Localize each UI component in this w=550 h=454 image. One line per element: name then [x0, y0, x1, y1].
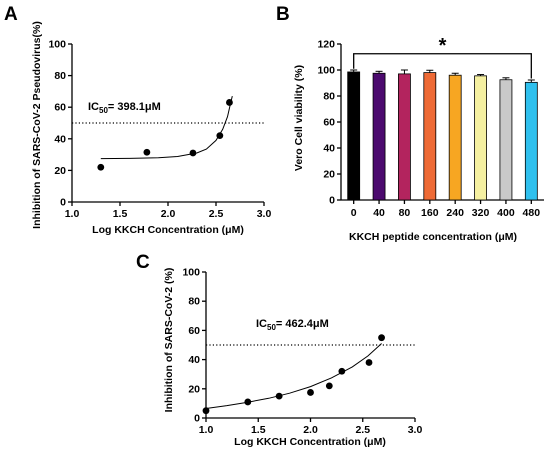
- panel-a-data-point: [226, 99, 233, 106]
- panel-b-y-tick-label: 120: [317, 39, 335, 51]
- panel-c-y-tick-label: 0: [194, 413, 200, 425]
- panel-c-data-point: [325, 382, 333, 390]
- panel-a-y-label: Inhibition of SARS-CoV-2 Pseudovirus(%): [31, 21, 43, 229]
- panel-b-bar: [524, 81, 538, 201]
- panel-b-x-tick-label: 240: [446, 207, 464, 219]
- panel-c-y-tick-label: 80: [188, 296, 200, 308]
- panel-c-x-tick-label: 1.5: [251, 424, 266, 436]
- panel-b-x-label: KKCH peptide concentration (μM): [349, 231, 517, 243]
- panel-letter-b: B: [276, 4, 290, 25]
- panel-c-x-tick-label: 2.0: [303, 424, 318, 436]
- panel-b-y-tick-label: 20: [323, 169, 335, 181]
- panel-b-y-label: Vero Cell viability (%): [293, 65, 305, 171]
- panel-c-x-tick-label: 1.0: [199, 424, 214, 436]
- panel-a-x-tick-label: 2.5: [209, 208, 224, 220]
- panel-b-bar: [347, 71, 361, 201]
- panel-b-y-tick-label: 100: [317, 65, 335, 77]
- panel-a-y-tick-label: 40: [54, 133, 66, 145]
- panel-c-y-tick-label: 60: [188, 325, 200, 337]
- panel-a-data-point: [97, 163, 105, 171]
- panel-a-ic50-text: IC: [88, 101, 99, 113]
- panel-b-significance-star: *: [439, 35, 447, 57]
- panel-c-ic50-value: = 462.4μM: [276, 318, 329, 330]
- panel-b-y-tick-label: 80: [323, 91, 335, 103]
- panel-a-x-tick-label: 1.0: [65, 208, 80, 220]
- panel-b-x-tick-label: 80: [399, 207, 411, 219]
- panel-a-chart: Inhibition of SARS-CoV-2 Pseudovirus(%) …: [31, 21, 271, 236]
- panel-a-data-point: [189, 149, 197, 157]
- panel-c-data-point: [338, 367, 346, 375]
- panel-b-significance-bracket: [353, 53, 532, 79]
- panel-c-ic50-annotation: IC50= 462.4μM: [256, 318, 329, 332]
- panel-c-chart: Inhibition of SARS-CoV-2 (%) Log KKCH Co…: [163, 267, 422, 449]
- panel-c-x-tick-label: 2.5: [355, 424, 370, 436]
- panel-c-x-tick-label: 3.0: [408, 424, 423, 436]
- panel-b-bar: [499, 79, 513, 201]
- panel-b-x-tick-label: 400: [497, 207, 515, 219]
- panel-a-y-tick-label: 80: [54, 70, 66, 82]
- panel-c-data-point: [275, 392, 283, 400]
- panel-c-data-point: [365, 359, 373, 366]
- panel-a-x-label: Log KKCH Concentration (μM): [92, 224, 244, 236]
- panel-a-data-point: [216, 132, 224, 140]
- panel-c-data-point: [244, 398, 252, 406]
- panel-c-ic50-text: IC: [256, 318, 267, 330]
- panel-b-x-tick-label: 0: [351, 207, 357, 219]
- panel-b-x-tick-label: 480: [523, 207, 541, 219]
- panel-a-y-tick-label: 20: [54, 165, 66, 177]
- panel-a-x-tick-label: 2.0: [161, 208, 176, 220]
- panel-b-bar: [398, 73, 411, 201]
- panel-b-bar: [372, 72, 386, 201]
- panel-b-x-tick-label: 160: [421, 207, 439, 219]
- panel-b-y-tick-label: 60: [323, 117, 335, 129]
- panel-a-ic50-subscript: 50: [99, 106, 108, 115]
- panel-c-data-point: [378, 334, 385, 342]
- panel-letter-c: C: [136, 252, 150, 273]
- panel-a-ic50-annotation: IC50= 398.1μM: [88, 101, 161, 115]
- panel-a-y-tick-label: 100: [48, 39, 66, 51]
- panel-a-ic50-value: = 398.1μM: [108, 101, 161, 113]
- panel-c-y-tick-label: 20: [188, 383, 200, 395]
- panel-c-y-tick-label: 100: [182, 267, 200, 279]
- panel-b-bar: [448, 74, 462, 201]
- panel-b-x-tick-label: 40: [373, 207, 385, 219]
- panel-c-data-point: [202, 407, 210, 415]
- panel-a-y-tick-label: 60: [54, 102, 66, 114]
- panel-b-bar: [423, 72, 437, 201]
- panel-a-fit-curve: [100, 95, 233, 160]
- panel-letter-a: A: [4, 4, 18, 25]
- panel-c-y-label: Inhibition of SARS-CoV-2 (%): [163, 268, 175, 413]
- panel-c-y-tick-label: 40: [188, 354, 200, 366]
- panel-b-y-tick-label: 0: [329, 195, 335, 207]
- panel-c-x-label: Log KKCH Concentration (μM): [234, 436, 386, 448]
- panel-a-x-tick-label: 1.5: [113, 208, 128, 220]
- panel-a-data-point: [143, 148, 151, 156]
- panel-a-y-tick-label: 0: [60, 197, 66, 209]
- panel-b-bar: [474, 75, 487, 201]
- panel-a-x-tick-label: 3.0: [257, 208, 272, 220]
- panel-b-x-tick-label: 320: [472, 207, 490, 219]
- panel-b-chart: Vero Cell viability (%) KKCH peptide con…: [293, 35, 544, 243]
- panel-c-fit-curve: [205, 343, 382, 409]
- panel-c-data-point: [307, 389, 314, 396]
- panel-b-y-tick-label: 40: [323, 143, 335, 155]
- panel-c-ic50-subscript: 50: [267, 323, 276, 332]
